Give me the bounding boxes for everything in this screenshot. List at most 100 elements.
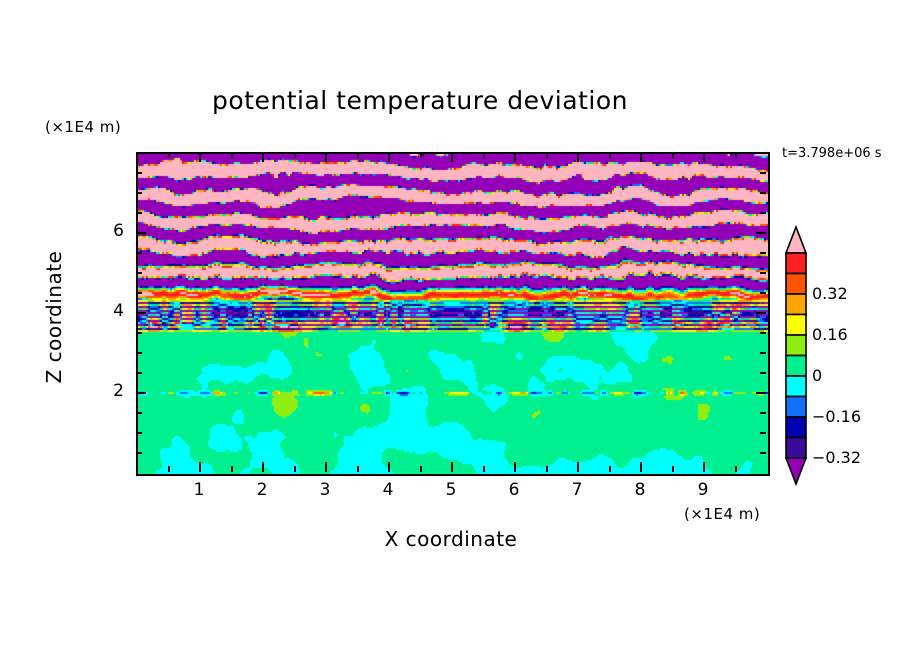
colorbar-tick-label: −0.32 xyxy=(812,448,862,467)
x-axis-tick-minor xyxy=(483,466,485,472)
y-axis-tick-major xyxy=(136,232,146,234)
y-axis-tick-minor xyxy=(760,332,766,334)
colorbar-band xyxy=(785,252,807,275)
colorbar-band xyxy=(785,354,807,377)
x-axis-tick-major xyxy=(451,462,453,472)
y-axis-tick-major xyxy=(756,232,766,234)
colorbar: 0.32 0.16 0 −0.16 −0.32 xyxy=(782,225,902,515)
x-axis-tick-major xyxy=(325,152,327,162)
colorbar-band xyxy=(785,416,807,439)
x-axis-tick-minor xyxy=(420,466,422,472)
x-axis-tick-major xyxy=(262,462,264,472)
y-axis-tick-minor xyxy=(136,292,142,294)
y-axis-tick-minor xyxy=(136,192,142,194)
y-axis-tick-major xyxy=(756,392,766,394)
chart-title: potential temperature deviation xyxy=(212,86,628,115)
x-axis-tick-label: 6 xyxy=(508,480,520,500)
colorbar-band xyxy=(785,313,807,336)
x-axis-tick-major xyxy=(199,462,201,472)
y-axis-tick-major xyxy=(136,312,146,314)
x-axis-tick-minor xyxy=(168,152,170,158)
x-axis-tick-minor xyxy=(231,152,233,158)
colorbar-band xyxy=(785,334,807,357)
colorbar-band xyxy=(785,436,807,459)
x-axis-tick-label: 5 xyxy=(445,480,457,500)
y-axis-tick-minor xyxy=(760,412,766,414)
y-axis-tick-label: 4 xyxy=(113,301,124,321)
colorbar-band xyxy=(785,272,807,295)
y-axis-tick-minor xyxy=(760,172,766,174)
y-axis-tick-minor xyxy=(760,212,766,214)
colorbar-gradient xyxy=(784,225,808,487)
x-axis-tick-minor xyxy=(672,466,674,472)
x-axis-tick-minor xyxy=(609,152,611,158)
x-axis-title: X coordinate xyxy=(384,527,518,551)
y-axis-tick-label: 2 xyxy=(113,381,124,401)
x-axis-tick-major xyxy=(577,462,579,472)
x-axis-tick-major xyxy=(451,152,453,162)
x-axis-unit-label: (×1E4 m) xyxy=(684,505,761,523)
y-axis-tick-minor xyxy=(136,372,142,374)
x-axis-tick-major xyxy=(514,152,516,162)
y-axis-title: Z coordinate xyxy=(42,250,66,384)
timestamp-label: t=3.798e+06 s xyxy=(782,146,882,161)
x-axis-tick-label: 1 xyxy=(193,480,205,500)
x-axis-tick-minor xyxy=(357,152,359,158)
y-axis-tick-minor xyxy=(136,212,142,214)
y-axis-tick-minor xyxy=(136,412,142,414)
colorbar-band xyxy=(785,395,807,418)
x-axis-tick-major xyxy=(577,152,579,162)
x-axis-tick-label: 8 xyxy=(634,480,646,500)
colorbar-band xyxy=(785,293,807,316)
x-axis-tick-minor xyxy=(231,466,233,472)
x-axis-tick-major xyxy=(640,152,642,162)
contour-plot-area xyxy=(136,152,770,476)
colorbar-tick-label: 0.16 xyxy=(812,325,848,344)
colorbar-tick-label: 0 xyxy=(812,366,823,385)
y-axis-tick-minor xyxy=(136,172,142,174)
x-axis-tick-label: 3 xyxy=(319,480,331,500)
x-axis-tick-major xyxy=(388,152,390,162)
y-axis-tick-minor xyxy=(760,352,766,354)
temperature-deviation-field xyxy=(138,154,768,474)
x-axis-tick-label: 2 xyxy=(256,480,268,500)
x-axis-tick-major xyxy=(325,462,327,472)
x-axis-tick-minor xyxy=(546,466,548,472)
colorbar-band xyxy=(785,375,807,398)
y-axis-tick-minor xyxy=(760,452,766,454)
y-axis-tick-minor xyxy=(760,252,766,254)
y-axis-tick-minor xyxy=(136,432,142,434)
x-axis-tick-major xyxy=(262,152,264,162)
x-axis-tick-major xyxy=(640,462,642,472)
x-axis-tick-minor xyxy=(735,152,737,158)
x-axis-tick-minor xyxy=(609,466,611,472)
y-axis-tick-minor xyxy=(136,332,142,334)
x-axis-tick-minor xyxy=(357,466,359,472)
y-axis-tick-minor xyxy=(136,252,142,254)
colorbar-over-arrow xyxy=(784,225,808,254)
x-axis-tick-minor xyxy=(168,466,170,472)
x-axis-tick-minor xyxy=(735,466,737,472)
colorbar-under-arrow xyxy=(784,457,808,487)
x-axis-tick-label: 7 xyxy=(571,480,583,500)
x-axis-tick-major xyxy=(388,462,390,472)
y-axis-unit-label: (×1E4 m) xyxy=(45,118,122,136)
y-axis-tick-label: 6 xyxy=(113,221,124,241)
x-axis-tick-major xyxy=(514,462,516,472)
x-axis-tick-minor xyxy=(546,152,548,158)
y-axis-tick-minor xyxy=(760,192,766,194)
y-axis-tick-minor xyxy=(760,272,766,274)
y-axis-tick-major xyxy=(136,392,146,394)
x-axis-tick-major xyxy=(703,152,705,162)
y-axis-tick-minor xyxy=(760,432,766,434)
x-axis-tick-minor xyxy=(420,152,422,158)
y-axis-tick-minor xyxy=(136,352,142,354)
x-axis-tick-label: 4 xyxy=(382,480,394,500)
x-axis-tick-minor xyxy=(294,152,296,158)
colorbar-tick-label: −0.16 xyxy=(812,407,862,426)
y-axis-tick-minor xyxy=(136,272,142,274)
colorbar-tick-label: 0.32 xyxy=(812,284,848,303)
x-axis-tick-minor xyxy=(672,152,674,158)
y-axis-tick-minor xyxy=(760,292,766,294)
